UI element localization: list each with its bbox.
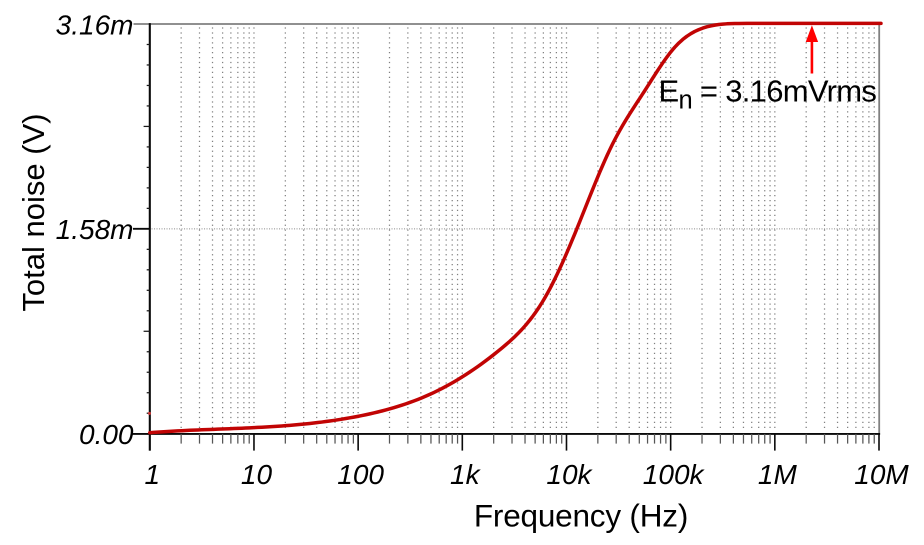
annotation-arrow-head (805, 25, 819, 42)
grid-dotted (151, 27, 879, 432)
annotation-tspan: = 3.16mVrms (692, 74, 876, 109)
x-axis-title: Frequency (Hz) (474, 498, 688, 534)
y-tick-label: 0.00 (79, 419, 134, 450)
annotation-tspan: n (678, 86, 691, 114)
x-tick-label: 1k (450, 459, 482, 490)
x-tick-label: 100k (643, 459, 706, 490)
y-axis-title: Total noise (V) (16, 113, 51, 311)
noise-curve-group (148, 21, 883, 435)
axis-ticks (133, 43, 880, 451)
x-tick-label: 100 (337, 459, 384, 490)
x-tick-label: 1 (145, 459, 161, 490)
x-tick-label: 10 (241, 459, 273, 490)
annotation-tspan: E (659, 74, 679, 109)
total-noise-curve (148, 21, 883, 435)
y-tick-label: 3.16m (56, 9, 134, 40)
x-tick-label: 10M (854, 459, 909, 490)
x-tick-label: 1M (758, 459, 798, 490)
annotation-group (805, 25, 819, 74)
x-tick-label: 10k (546, 459, 593, 490)
text-labels: 0.00 1.58m 3.16m 1 10 100 1k 10k 100k 1M 10M Total … (16, 9, 909, 533)
y-tick-label: 1.58m (56, 214, 134, 245)
annotation-text: En = 3.16mVrms (659, 74, 877, 115)
curve-stray-point (148, 411, 151, 415)
plot-frame (132, 23, 881, 451)
